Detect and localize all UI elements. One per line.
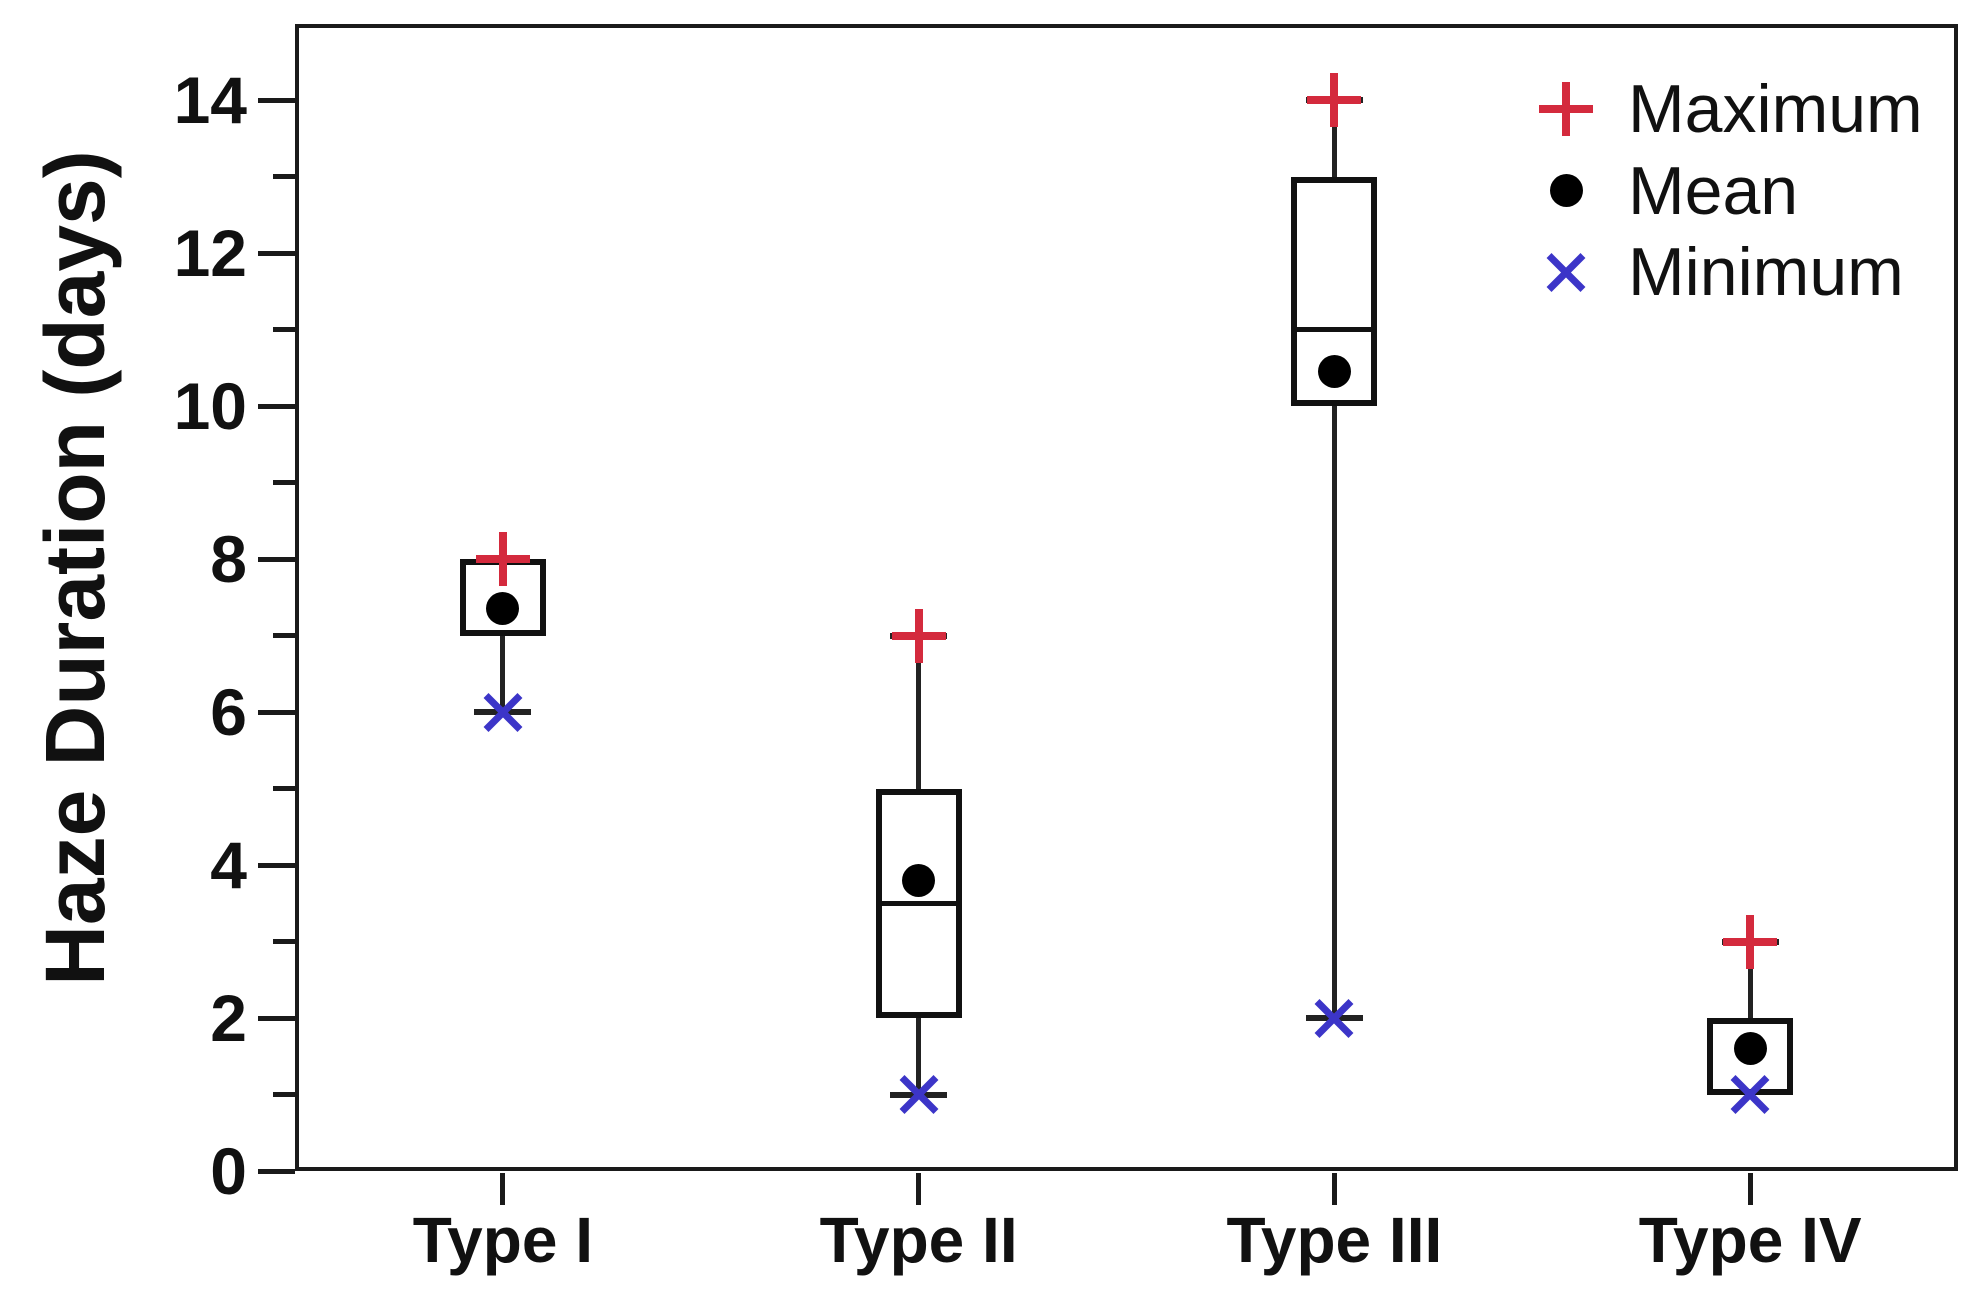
y-minor-tick xyxy=(273,480,295,486)
mean-marker-dot-icon xyxy=(902,863,936,897)
mean-marker-dot-icon xyxy=(486,592,520,626)
legend-dot-icon xyxy=(1549,174,1583,207)
y-tick-label: 12 xyxy=(173,216,247,291)
x-tick xyxy=(500,1173,506,1205)
y-tick-label: 14 xyxy=(173,63,247,138)
upper-whisker xyxy=(916,635,922,789)
y-major-tick xyxy=(258,709,295,715)
x-category-label: Type IV xyxy=(1638,1204,1862,1276)
y-minor-tick xyxy=(273,939,295,945)
y-tick-label: 0 xyxy=(210,1134,247,1208)
y-major-tick xyxy=(258,556,295,562)
x-tick xyxy=(1747,1173,1753,1205)
y-major-tick xyxy=(258,1168,295,1174)
y-tick-label: 8 xyxy=(210,522,247,597)
legend-label: Maximum xyxy=(1628,71,1923,147)
x-category-label: Type II xyxy=(819,1204,1018,1276)
y-tick-label: 10 xyxy=(173,369,247,444)
plus-stroke xyxy=(1562,82,1570,136)
y-minor-tick xyxy=(273,786,295,792)
median-line xyxy=(875,900,962,906)
lower-whisker xyxy=(916,1018,922,1095)
plus-stroke xyxy=(498,532,507,587)
y-tick-label: 6 xyxy=(210,675,247,750)
lower-whisker xyxy=(1331,406,1337,1019)
x-tick xyxy=(916,1173,922,1205)
legend-label: Minimum xyxy=(1628,234,1904,310)
mean-marker-dot-icon xyxy=(1733,1032,1767,1066)
y-minor-tick xyxy=(273,327,295,333)
y-major-tick xyxy=(258,250,295,256)
y-major-tick xyxy=(258,403,295,409)
median-line xyxy=(1291,327,1378,333)
plot-frame xyxy=(295,24,1958,1171)
lower-whisker xyxy=(500,635,506,713)
y-minor-tick xyxy=(273,633,295,639)
plus-stroke xyxy=(1746,914,1755,969)
mean-marker-dot-icon xyxy=(1317,355,1351,389)
plus-stroke xyxy=(1330,73,1339,128)
upper-whisker xyxy=(1747,941,1753,1019)
y-minor-tick xyxy=(273,1092,295,1098)
x-category-label: Type III xyxy=(1226,1204,1443,1276)
upper-whisker xyxy=(1331,100,1337,177)
x-tick xyxy=(1331,1173,1337,1205)
plus-stroke xyxy=(914,608,923,663)
x-category-label: Type I xyxy=(412,1204,593,1276)
y-minor-tick xyxy=(273,174,295,180)
y-major-tick xyxy=(258,862,295,868)
y-tick-label: 4 xyxy=(210,828,247,903)
y-major-tick xyxy=(258,1015,295,1021)
legend-label: Mean xyxy=(1628,152,1799,229)
y-tick-label: 2 xyxy=(210,981,247,1056)
y-major-tick xyxy=(258,97,295,103)
